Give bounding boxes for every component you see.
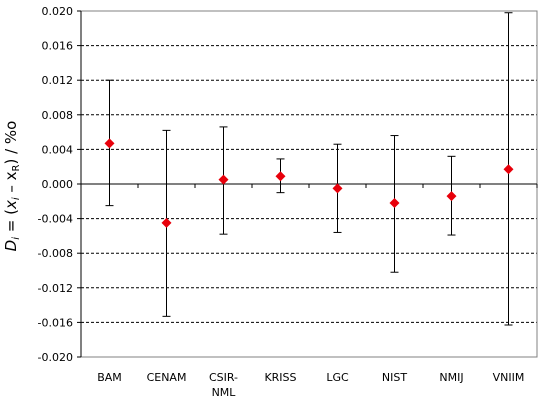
y-tick-label: -0.016 bbox=[38, 316, 73, 329]
svg-text:Di = (xi – xR) / %o: Di = (xi – xR) / %o bbox=[2, 121, 22, 252]
y-tick-label: 0.012 bbox=[42, 74, 74, 87]
x-category-label: KRISS bbox=[264, 371, 296, 384]
y-tick-label: -0.012 bbox=[38, 282, 73, 295]
y-tick-label: 0.004 bbox=[42, 143, 74, 156]
y-tick-label: 0.000 bbox=[42, 178, 74, 191]
x-category-label: CSIR-NML bbox=[209, 371, 238, 399]
y-axis-label: Di = (xi – xR) / %o bbox=[2, 121, 22, 252]
x-category-label: CENAM bbox=[147, 371, 187, 384]
data-point bbox=[161, 217, 172, 228]
data-point bbox=[218, 174, 229, 185]
y-tick-label: -0.008 bbox=[38, 247, 73, 260]
y-tick-label: 0.016 bbox=[42, 40, 74, 53]
x-category-label: BAM bbox=[97, 371, 122, 384]
y-tick-label: -0.020 bbox=[38, 351, 73, 364]
data-point bbox=[332, 183, 343, 194]
y-tick-label: 0.020 bbox=[42, 5, 74, 18]
data-point bbox=[446, 191, 457, 202]
x-category-label: NIST bbox=[382, 371, 407, 384]
data-point bbox=[503, 164, 514, 175]
data-point bbox=[104, 138, 115, 149]
x-category-label: LGC bbox=[326, 371, 349, 384]
x-category-label: NMIJ bbox=[439, 371, 463, 384]
y-tick-label: -0.004 bbox=[38, 213, 73, 226]
data-point bbox=[275, 171, 286, 182]
data-point bbox=[389, 198, 400, 209]
plot-area: 0.020 0.016 0.012 0.008 0.004 0.000 -0.004 -0.0… bbox=[38, 5, 538, 399]
x-category-label: VNIIM bbox=[493, 371, 525, 384]
y-tick-label: 0.008 bbox=[42, 109, 74, 122]
